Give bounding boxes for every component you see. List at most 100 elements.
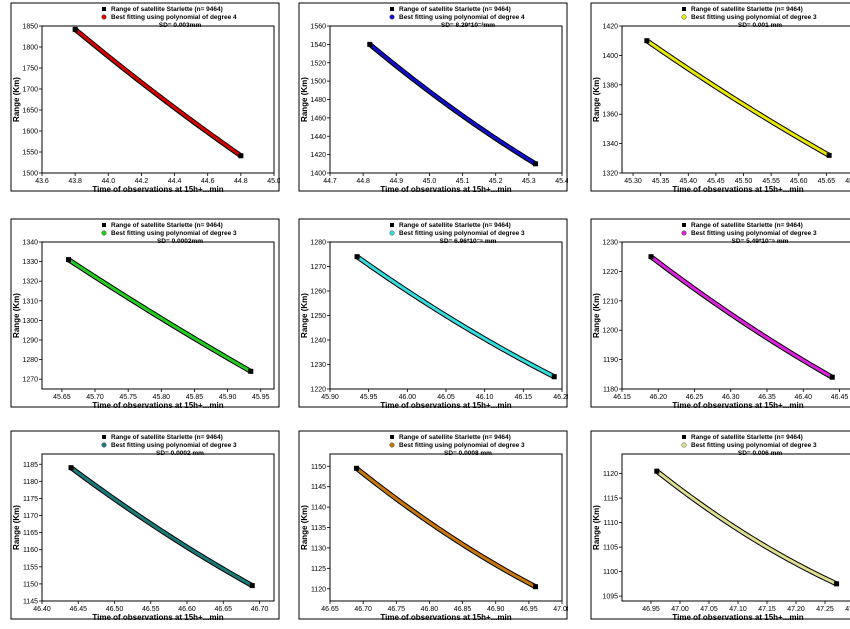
y-tick-label: 1700 xyxy=(22,87,38,94)
y-tick-label: 1480 xyxy=(310,97,326,104)
x-tick-label: 47.00 xyxy=(553,606,568,613)
plot-frame xyxy=(41,25,275,174)
y-tick-label: 1550 xyxy=(22,150,38,157)
x-tick-label: 45.75 xyxy=(119,394,137,401)
x-tick-label: 46.45 xyxy=(831,394,849,401)
panel-frame xyxy=(590,430,850,620)
y-tick-label: 1220 xyxy=(310,387,326,394)
x-tick-label: 44.2 xyxy=(135,178,149,185)
series-polynomial-fit xyxy=(356,255,555,379)
y-tick-label: 1110 xyxy=(603,520,618,527)
y-tick-label: 1380 xyxy=(602,82,618,89)
y-tick-label: 1560 xyxy=(310,24,326,31)
y-tick-label: 1420 xyxy=(602,24,618,31)
x-tick-label: 46.15 xyxy=(515,394,533,401)
sd-annotation: SD= 0.0002 mm xyxy=(156,450,204,457)
chart-svg: 45.65 45.70 45.75 45.80 45.85 45.90 45.95 1270 1… xyxy=(10,218,280,408)
y-tick-label: 1115 xyxy=(603,496,618,503)
panel-frame xyxy=(590,2,850,192)
chart-panel: 45.30 45.35 45.40 45.45 45.50 45.55 45.60 45.65… xyxy=(590,2,850,192)
legend-label-fit: Best fitting using polynomial of degree … xyxy=(111,230,237,237)
series-polynomial-fit xyxy=(646,39,830,157)
y-axis-label: Range (Km) xyxy=(12,505,21,550)
x-tick-label: 45.70 xyxy=(86,394,104,401)
x-tick-label: 45.60 xyxy=(790,178,808,185)
y-tick-label: 1145 xyxy=(23,599,38,606)
x-tick-label: 47.30 xyxy=(845,606,850,613)
x-tick-label: 45.40 xyxy=(680,178,698,185)
x-tick-label: 45.50 xyxy=(735,178,753,185)
legend-marker-fit xyxy=(101,230,107,236)
y-tick-label: 1150 xyxy=(311,464,326,471)
legend-label-fit: Best fitting using polynomial of degree … xyxy=(399,230,525,237)
series-end-marker xyxy=(834,581,840,587)
y-axis-label: Range (Km) xyxy=(592,293,601,338)
series-polynomial-fit xyxy=(74,28,242,158)
x-tick-label: 45.55 xyxy=(762,178,780,185)
series-polynomial-fit xyxy=(368,43,537,166)
x-tick-label: 46.75 xyxy=(388,606,406,613)
series-start-marker xyxy=(66,257,72,263)
x-tick-label: 45.65 xyxy=(818,178,836,185)
series-polynomial-fit xyxy=(355,467,537,589)
x-tick-label: 44.6 xyxy=(201,178,215,185)
x-tick-label: 45.45 xyxy=(707,178,725,185)
series-end-marker xyxy=(248,368,254,374)
y-tick-label: 1125 xyxy=(311,566,326,573)
y-tick-label: 1210 xyxy=(602,298,618,305)
x-tick-label: 44.0 xyxy=(101,178,115,185)
x-tick-label: 46.95 xyxy=(520,606,538,613)
x-tick-label: 47.00 xyxy=(671,606,689,613)
y-tick-label: 1850 xyxy=(22,24,38,31)
y-tick-label: 1140 xyxy=(311,505,326,512)
x-tick-label: 45.30 xyxy=(624,178,642,185)
series-start-marker xyxy=(648,254,654,260)
x-tick-label: 46.00 xyxy=(399,394,417,401)
legend-marker-fit xyxy=(681,230,687,236)
y-tick-label: 1500 xyxy=(22,171,38,178)
series-end-marker xyxy=(238,153,244,159)
x-tick-label: 46.20 xyxy=(553,394,568,401)
y-tick-label: 1300 xyxy=(22,318,38,325)
y-tick-label: 1155 xyxy=(23,564,38,571)
x-tick-label: 47.05 xyxy=(700,606,718,613)
legend-marker-fit xyxy=(389,14,395,20)
x-tick-label: 45.0 xyxy=(423,178,437,185)
x-tick-label: 45.90 xyxy=(321,394,339,401)
legend-label-fit: Best fitting using polynomial of degree … xyxy=(111,14,237,21)
x-axis-label: Time of observations at 15h+...min xyxy=(672,185,803,192)
chart-svg: 43.6 43.8 44.0 44.2 44.4 44.6 44.8 45.0 1500 1550… xyxy=(10,2,280,192)
y-tick-label: 1095 xyxy=(602,594,618,601)
chart-panel: 45.90 45.95 46.00 46.05 46.10 46.15 46.20 1220 1… xyxy=(298,218,568,408)
y-axis-label: Range (Km) xyxy=(300,505,309,550)
x-tick-label: 44.7 xyxy=(323,178,337,185)
y-tick-label: 1750 xyxy=(22,66,38,73)
sd-annotation: SD= 5.49*10⁻⁵ mm xyxy=(732,238,789,245)
x-tick-label: 47.10 xyxy=(729,606,747,613)
y-tick-label: 1165 xyxy=(23,530,38,537)
y-axis-label: Range (Km) xyxy=(300,77,309,122)
series-end-marker xyxy=(532,584,538,590)
legend-marker-fit xyxy=(681,442,687,448)
x-tick-label: 46.15 xyxy=(613,394,631,401)
y-tick-label: 1310 xyxy=(22,298,38,305)
x-tick-label: 44.4 xyxy=(168,178,182,185)
y-tick-label: 1360 xyxy=(602,112,618,119)
legend-marker-fit xyxy=(681,14,687,20)
series-end-marker xyxy=(826,152,832,158)
y-axis-label: Range (Km) xyxy=(592,77,601,122)
series-end-marker xyxy=(829,374,835,380)
chart-panel: 43.6 43.8 44.0 44.2 44.4 44.6 44.8 45.0 1500 1550… xyxy=(10,2,280,192)
x-tick-label: 46.95 xyxy=(642,606,660,613)
x-tick-label: 45.85 xyxy=(186,394,204,401)
legend-marker-observed xyxy=(390,435,394,439)
x-axis-label: Time of observations at 15h+...min xyxy=(92,185,223,192)
panel-frame xyxy=(10,2,280,192)
legend-label-fit: Best fitting using polynomial of degree … xyxy=(691,442,817,449)
chart-svg: 45.90 45.95 46.00 46.05 46.10 46.15 46.20 1220 1… xyxy=(298,218,568,408)
y-axis-label: Range (Km) xyxy=(12,293,21,338)
y-axis-label: Range (Km) xyxy=(592,505,601,550)
x-tick-label: 46.70 xyxy=(354,606,372,613)
sd-annotation: SD= 0.006 mm xyxy=(738,450,782,457)
y-tick-label: 1120 xyxy=(603,471,618,478)
